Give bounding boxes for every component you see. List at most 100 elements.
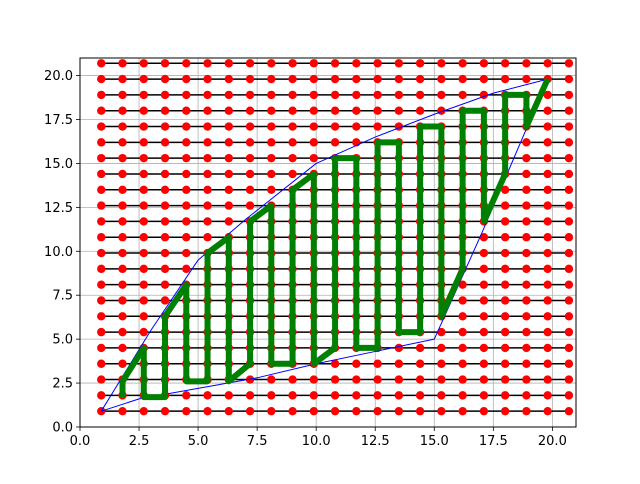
mesh-point [394,90,404,100]
mesh-point [437,327,446,337]
mesh-point [139,264,148,274]
mesh-point [479,375,489,384]
mesh-point [224,391,233,400]
mesh-point [543,217,552,226]
y-tick-label: 2.5 [52,377,73,392]
mesh-point [160,296,170,305]
mesh-point [394,74,404,84]
mesh-point [267,406,276,416]
mesh-point [543,122,552,131]
mesh-point [203,217,212,226]
mesh-point [543,391,552,400]
mesh-point [309,122,319,131]
mesh-point [458,312,467,321]
mesh-point [245,74,255,84]
mesh-point [522,153,531,163]
mesh-point [564,90,574,100]
mesh-point [288,90,297,100]
mesh-point [437,74,446,84]
mesh-point [245,59,255,68]
y-tick-label: 17.5 [44,113,73,128]
y-tick-label: 20.0 [44,69,73,84]
mesh-point [139,138,148,147]
mesh-point [118,343,127,353]
mesh-point [458,90,467,100]
mesh-point [352,391,361,400]
mesh-point [224,169,233,179]
mesh-point [97,391,106,400]
mesh-point [118,122,127,131]
mesh-point [97,74,106,84]
mesh-point [203,106,212,115]
mesh-point [224,106,233,115]
mesh-point [522,138,531,147]
mesh-point [97,90,106,100]
mesh-point [139,217,148,226]
mesh-point [479,359,489,368]
mesh-point [182,59,191,68]
mesh-point [543,312,552,321]
mesh-point [224,122,233,131]
mesh-point [543,59,552,68]
mesh-point [288,406,297,416]
mesh-point [330,138,340,147]
mesh-point [160,233,170,242]
mesh-point [479,248,489,258]
mesh-point [564,391,574,400]
mesh-point [288,169,297,179]
mesh-point [160,169,170,179]
mesh-point [564,138,574,147]
mesh-point [182,201,191,210]
mesh-point [394,59,404,68]
mesh-point [97,201,106,210]
mesh-point [458,406,467,416]
y-tick-label: 12.5 [44,201,73,216]
mesh-point [182,217,191,226]
mesh-point [352,90,361,100]
mesh-point [309,391,319,400]
mesh-point [182,406,191,416]
mesh-point [97,106,106,115]
mesh-point [500,74,510,84]
mesh-point [160,59,170,68]
mesh-point [118,106,127,115]
mesh-point [182,153,191,163]
mesh-point [97,375,106,384]
mesh-point [118,185,127,194]
mesh-point [224,59,233,68]
mesh-point [139,185,148,194]
mesh-point [543,201,552,210]
mesh-point [543,327,552,337]
mesh-point [500,312,510,321]
mesh-point [203,153,212,163]
mesh-point [288,138,297,147]
mesh-point [139,153,148,163]
mesh-point [245,201,255,210]
mesh-point [288,153,297,163]
mesh-point [543,296,552,305]
mesh-point [182,233,191,242]
mesh-point [500,185,510,194]
mesh-point [245,391,255,400]
mesh-point [139,201,148,210]
mesh-point [479,59,489,68]
mesh-point [267,169,276,179]
mesh-point [564,217,574,226]
mesh-point [564,169,574,179]
mesh-point [97,138,106,147]
mesh-point [224,90,233,100]
mesh-point [522,217,531,226]
mesh-point [139,296,148,305]
mesh-point [160,248,170,258]
mesh-point [352,375,361,384]
mesh-point [182,122,191,131]
mesh-point [97,312,106,321]
x-tick-label: 5.0 [188,434,209,449]
mesh-point [500,406,510,416]
mesh-point [500,217,510,226]
mesh-point [394,343,404,353]
mesh-point [139,169,148,179]
mesh-point [118,248,127,258]
mesh-point [500,343,510,353]
